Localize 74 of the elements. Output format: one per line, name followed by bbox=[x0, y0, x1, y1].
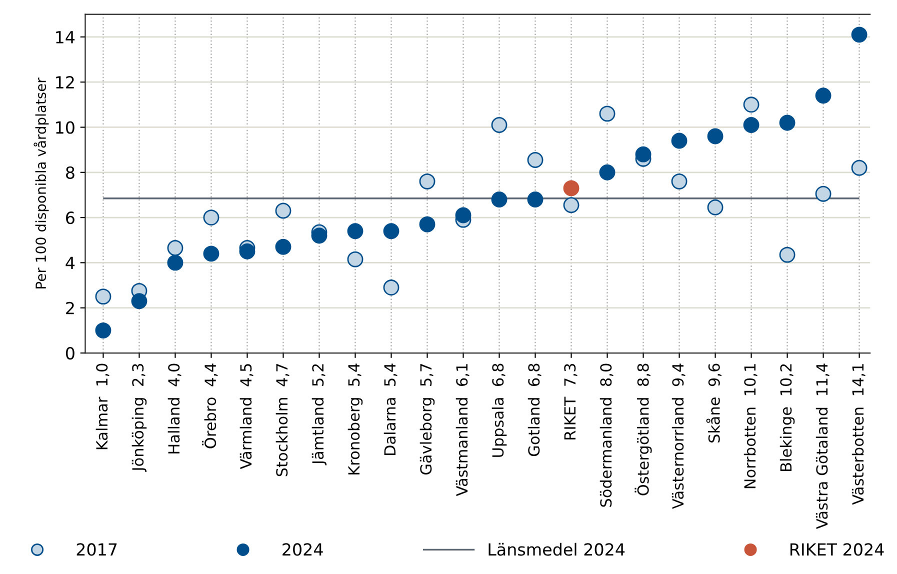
point bbox=[815, 88, 832, 104]
x-tick-label: Västernorrland 9,4 bbox=[672, 364, 686, 509]
x-tick-label: RIKET 7,3 bbox=[564, 364, 578, 440]
y-tick-label: 14 bbox=[56, 31, 75, 44]
x-tick-label: Jämtland 5,2 bbox=[312, 364, 327, 466]
point bbox=[347, 251, 364, 268]
x-tick-label: Jönköping 2,3 bbox=[132, 364, 147, 472]
point bbox=[563, 197, 580, 214]
legend-label: 2017 bbox=[76, 543, 117, 556]
x-tick-label: Gävleborg 5,7 bbox=[420, 364, 435, 475]
x-tick-label: Skåne 9,6 bbox=[706, 364, 722, 442]
x-tick-label: Västmanland 6,1 bbox=[456, 364, 470, 496]
point bbox=[275, 238, 292, 255]
point bbox=[203, 210, 220, 226]
point bbox=[707, 199, 724, 216]
x-tick-label: Uppsala 6,8 bbox=[492, 364, 507, 457]
y-tick-label: 6 bbox=[66, 212, 74, 224]
point bbox=[743, 96, 760, 113]
point bbox=[383, 280, 400, 296]
y-tick-label: 0 bbox=[66, 346, 74, 360]
point bbox=[455, 207, 472, 224]
x-tick-label: Östergötland 8,8 bbox=[634, 364, 652, 496]
legend-label: Länsmedel 2024 bbox=[488, 542, 625, 556]
point bbox=[95, 288, 112, 305]
y-tick-label: 2 bbox=[66, 302, 74, 314]
y-tick-label: 10 bbox=[56, 121, 74, 134]
point bbox=[275, 202, 292, 219]
x-tick-label: Halland 4,0 bbox=[168, 364, 182, 454]
point bbox=[563, 180, 580, 196]
point bbox=[491, 192, 508, 208]
point bbox=[743, 117, 760, 133]
x-tick-label: Värmland 4,5 bbox=[240, 364, 254, 470]
point bbox=[239, 243, 256, 260]
point bbox=[599, 106, 616, 122]
x-tick-label: Gotland 6,8 bbox=[528, 364, 542, 456]
point bbox=[419, 173, 436, 190]
point bbox=[131, 293, 148, 310]
x-tick-label: Dalarna 5,4 bbox=[384, 364, 398, 456]
y-tick-label: 12 bbox=[56, 76, 74, 88]
x-tick-label: Södermanland 8,0 bbox=[600, 364, 614, 507]
x-tick-label: Norrbotten 10,1 bbox=[744, 364, 758, 488]
point bbox=[383, 223, 400, 240]
y-tick-label: 8 bbox=[66, 166, 74, 179]
point bbox=[491, 117, 508, 133]
x-tick-label: Kronoberg 5,4 bbox=[348, 364, 363, 474]
point bbox=[167, 254, 184, 271]
point bbox=[815, 186, 832, 202]
point bbox=[599, 164, 616, 180]
x-tick-label: Västerbotten 14,1 bbox=[852, 364, 866, 505]
point bbox=[671, 173, 688, 190]
legend-label: 2024 bbox=[282, 543, 323, 556]
point bbox=[95, 322, 112, 338]
point bbox=[419, 216, 436, 232]
point bbox=[635, 146, 652, 162]
point bbox=[671, 132, 688, 149]
point bbox=[527, 152, 544, 168]
point bbox=[167, 240, 184, 256]
point bbox=[707, 128, 724, 144]
point bbox=[779, 114, 796, 131]
point bbox=[347, 223, 364, 240]
point bbox=[779, 246, 796, 263]
point bbox=[311, 228, 328, 244]
point bbox=[851, 26, 868, 43]
y-axis-title: Per 100 disponibla vårdplatser bbox=[34, 78, 49, 288]
legend-label: RIKET 2024 bbox=[790, 543, 884, 556]
point bbox=[203, 246, 220, 262]
x-tick-label: Kalmar 1,0 bbox=[96, 364, 110, 450]
x-tick-label: Västra Götaland 11,4 bbox=[816, 364, 830, 529]
y-tick-label: 4 bbox=[66, 256, 75, 270]
point bbox=[527, 192, 544, 208]
point bbox=[851, 160, 868, 176]
x-tick-label: Stockholm 4,7 bbox=[276, 364, 290, 476]
x-tick-label: Örebro 4,4 bbox=[202, 364, 218, 448]
x-tick-label: Blekinge 10,2 bbox=[780, 364, 795, 471]
